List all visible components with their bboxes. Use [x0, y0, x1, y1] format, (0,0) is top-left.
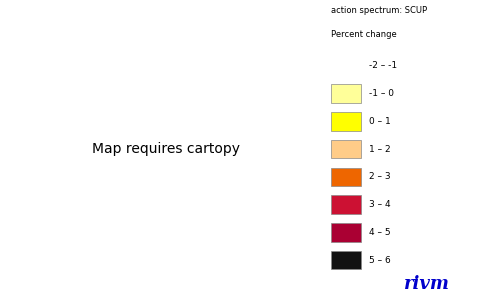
Text: 5 – 6: 5 – 6 [369, 256, 391, 265]
Bar [331, 195, 361, 214]
Bar [331, 112, 361, 131]
Text: action spectrum: SCUP: action spectrum: SCUP [331, 6, 427, 15]
Bar [331, 84, 361, 103]
Text: rivm: rivm [404, 275, 449, 293]
Bar [331, 223, 361, 242]
Text: Map requires cartopy: Map requires cartopy [92, 143, 240, 156]
Text: -2 – -1: -2 – -1 [369, 61, 397, 70]
Text: 0 – 1: 0 – 1 [369, 117, 391, 126]
Bar [331, 251, 361, 269]
Text: 3 – 4: 3 – 4 [369, 200, 391, 209]
Text: 2 – 3: 2 – 3 [369, 172, 391, 181]
Text: -1 – 0: -1 – 0 [369, 89, 394, 98]
Text: Percent change: Percent change [331, 30, 397, 39]
Text: 1 – 2: 1 – 2 [369, 145, 391, 154]
Bar [331, 167, 361, 186]
Text: 4 – 5: 4 – 5 [369, 228, 391, 237]
Bar [331, 140, 361, 158]
